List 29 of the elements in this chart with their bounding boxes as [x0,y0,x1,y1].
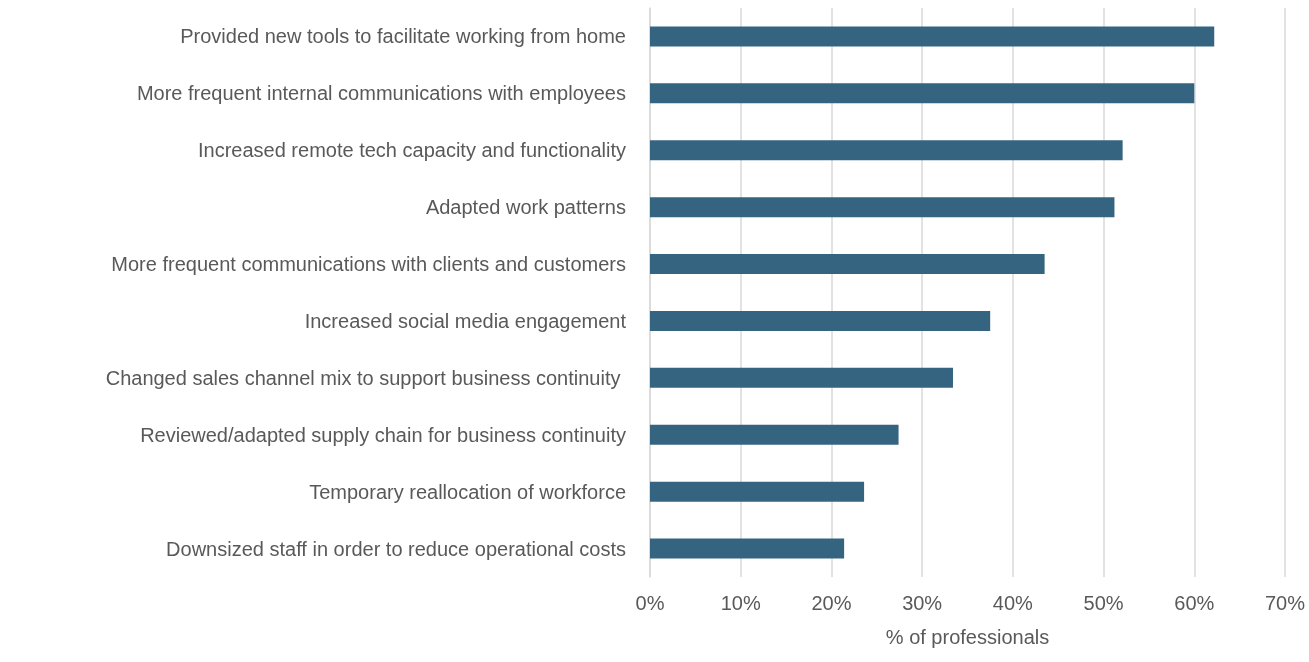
y-tick-label: Reviewed/adapted supply chain for business continuity [140,423,626,446]
y-tick-label: Temporary reallocation of workforce [309,480,626,503]
bar [650,424,899,445]
bar [650,26,1215,47]
x-tick-label: 0% [635,592,665,614]
bar [650,83,1195,104]
y-tick-label: Changed sales channel mix to support business continuity [105,366,626,389]
x-tick-label: 10% [720,592,761,614]
y-tick-label: Provided new tools to facilitate working from home [180,25,626,48]
x-tick-label: 60% [1174,592,1215,614]
bar [650,310,991,331]
bar [650,140,1123,161]
bar [650,538,845,559]
x-tick-label: 30% [902,592,943,614]
y-tick-label: Adapted work patterns [425,196,626,219]
y-tick-label: More frequent communications with clients and customers [111,253,626,276]
bar [650,197,1115,218]
y-tick-label: Increased remote tech capacity and functionality [197,139,626,162]
x-tick-label: 70% [1264,592,1306,614]
bar [650,481,865,502]
bar [650,254,1045,275]
x-tick-label: 50% [1083,592,1124,614]
bar [650,367,953,388]
y-tick-label: More frequent internal communications with employees [136,82,626,105]
y-tick-label: Downsized staff in order to reduce operational costs [166,537,626,560]
x-tick-label: 40% [992,592,1034,614]
x-tick-label: 20% [811,592,852,614]
x-axis-title: % of professionals [885,626,1050,648]
y-tick-label: Increased social media engagement [304,309,627,332]
